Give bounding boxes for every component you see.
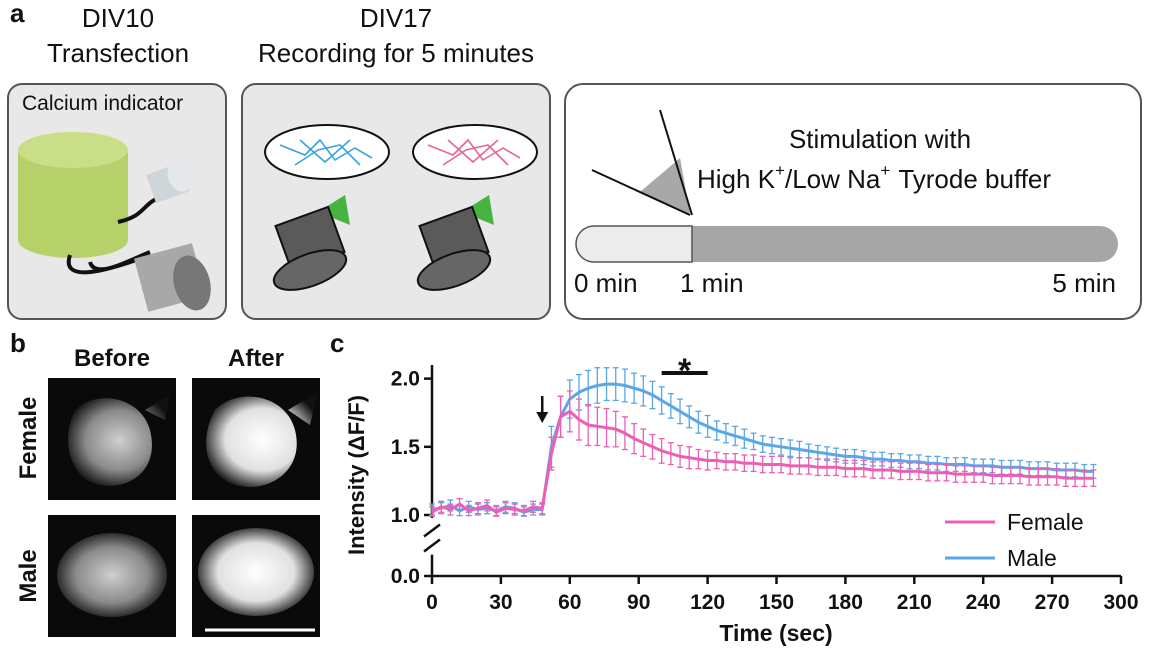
column-label: After	[228, 345, 284, 372]
y-tick-label: 1.0	[391, 504, 420, 527]
x-tick-label: 180	[828, 591, 863, 614]
x-tick-label: 0	[426, 591, 438, 614]
panel-label: c	[330, 328, 344, 358]
text-part: /Low Na	[785, 164, 881, 194]
row-label: Male	[15, 549, 42, 602]
micrographs	[48, 378, 320, 637]
timeline	[576, 226, 1118, 262]
x-tick-label: 150	[759, 591, 794, 614]
legend-label: Male	[1007, 545, 1057, 571]
axis-break	[424, 525, 440, 537]
step-day: DIV17	[360, 3, 432, 33]
timeline-label: 0 min	[574, 268, 638, 298]
page: {"panel_a": {"label": "a", "step1": {"da…	[0, 0, 1154, 650]
stimulus-arrowhead	[536, 412, 548, 423]
step-action: Transfection	[47, 38, 189, 68]
row-label: Female	[15, 397, 42, 480]
x-tick-label: 60	[558, 591, 581, 614]
significance-label: *	[678, 352, 692, 390]
x-tick-label: 300	[1103, 591, 1138, 614]
stimulation-text: Stimulation with	[789, 124, 971, 154]
stimulation-text: High K+/Low Na+Tyrode buffer	[697, 161, 1051, 194]
plot: 0.0 1.0 1.5 2.0 0 30 60 90 120 150 180 210 240 270 300…	[391, 352, 1139, 614]
timeline-label: 1 min	[680, 268, 744, 298]
text-part: Tyrode buffer	[898, 164, 1051, 194]
x-tick-label: 30	[489, 591, 512, 614]
step-action: Recording for 5 minutes	[258, 38, 534, 68]
x-tick-label: 210	[897, 591, 932, 614]
superscript: +	[775, 161, 785, 180]
y-tick-label: 0.0	[391, 565, 420, 588]
timeline-label: 5 min	[1052, 268, 1116, 298]
panel-label: a	[10, 0, 25, 28]
x-axis-label: Time (sec)	[719, 620, 832, 646]
text-part: High K	[697, 164, 776, 194]
x-tick-label: 120	[690, 591, 725, 614]
step-day: DIV10	[82, 3, 154, 33]
y-tick-label: 2.0	[391, 368, 420, 391]
legend-label: Female	[1007, 509, 1084, 535]
x-tick-label: 240	[966, 591, 1001, 614]
column-label: Before	[74, 345, 150, 372]
x-tick-label: 270	[1035, 591, 1070, 614]
y-axis-label: Intensity (ΔF/F)	[344, 395, 369, 555]
axis-break	[424, 540, 440, 552]
panel-label: b	[10, 328, 26, 358]
box-label: Calcium indicator	[22, 92, 183, 115]
y-tick-label: 1.5	[391, 436, 421, 459]
superscript: +	[880, 161, 890, 180]
figure: a DIV10 Transfection DIV17 Recording for…	[0, 0, 1154, 650]
x-tick-label: 90	[627, 591, 650, 614]
